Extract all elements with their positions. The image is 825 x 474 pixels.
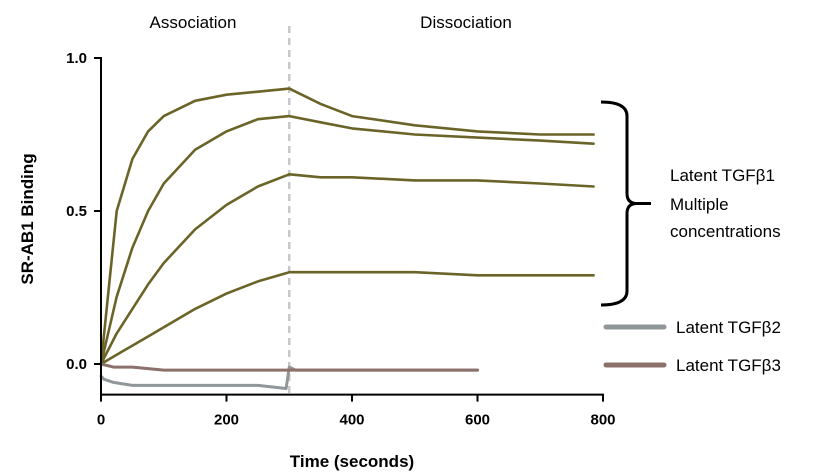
series-line-6	[99, 362, 479, 372]
x-tick-label: 400	[339, 412, 364, 429]
legend-group: Latent TGFβ2 Latent TGFβ3	[603, 318, 781, 375]
bracket-shape	[600, 100, 638, 307]
series-group	[99, 87, 595, 390]
bracket-annotation-line-1: Latent TGFβ1	[670, 166, 775, 185]
y-tick-label: 0.0	[66, 356, 87, 373]
phase-label-association: Association	[150, 13, 237, 32]
y-tick-label: 0.5	[66, 203, 87, 220]
series-line-2	[99, 114, 595, 366]
axes-group	[94, 57, 651, 402]
text-group: 0.0 0.5 1.0 0 200 400 600 800 Time (seconds) SR-A…	[18, 13, 781, 471]
x-tick-label: 0	[97, 412, 105, 429]
x-axis-title: Time (seconds)	[290, 452, 414, 471]
x-tick-label: 800	[590, 412, 615, 429]
legend-label-1: Latent TGFβ2	[676, 318, 781, 337]
phase-label-dissociation: Dissociation	[420, 13, 512, 32]
y-tick-label: 1.0	[66, 50, 87, 67]
series-line-4	[99, 270, 595, 366]
series-line-3	[99, 173, 595, 366]
x-tick-label: 200	[214, 412, 239, 429]
legend-label-2: Latent TGFβ3	[676, 356, 781, 375]
bracket-annotation-line-2: Multiple	[670, 195, 729, 214]
bracket-annotation-line-3: concentrations	[670, 222, 781, 241]
y-axis-title: SR-AB1 Binding	[18, 153, 37, 284]
x-tick-label: 600	[465, 412, 490, 429]
series-line-1	[99, 87, 595, 366]
